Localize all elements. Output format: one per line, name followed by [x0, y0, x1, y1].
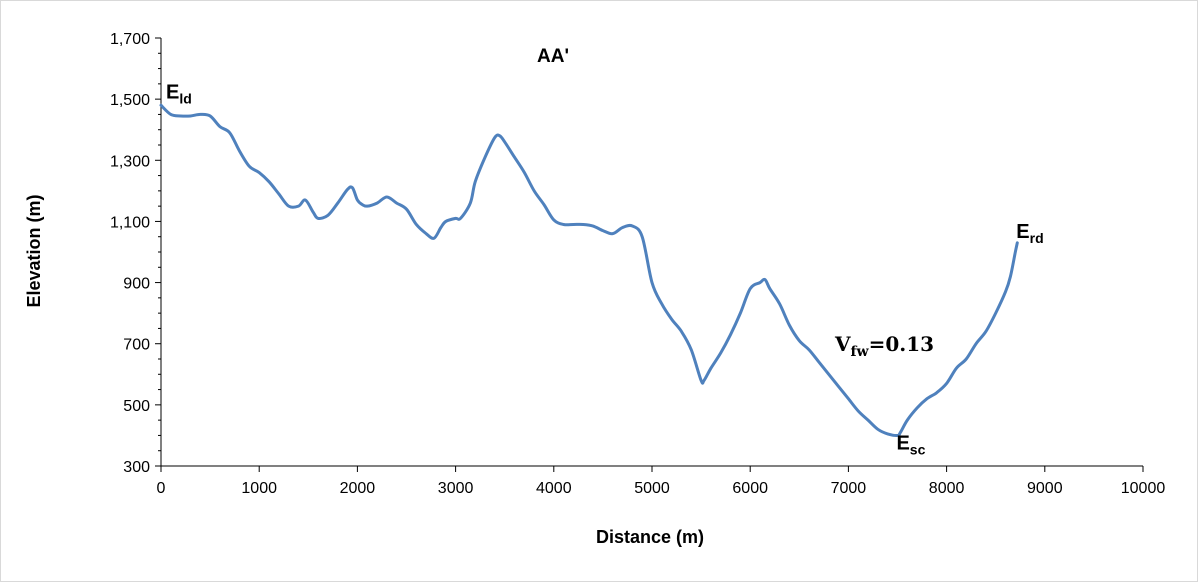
chart-title: AA' — [537, 46, 569, 67]
x-axis-title: Distance (m) — [596, 527, 704, 547]
series-group — [159, 103, 1019, 437]
left-divide-label: Eld — [166, 81, 192, 106]
annotations: Eld Erd Esc Vfw=0.13 — [166, 81, 1044, 457]
y-tick-label: 500 — [123, 398, 150, 415]
x-tick-label: 3000 — [438, 480, 474, 497]
x-tick-label: 8000 — [929, 480, 965, 497]
x-tick-label: 4000 — [536, 480, 572, 497]
y-tick-label: 1,100 — [110, 214, 150, 231]
x-tick-label: 9000 — [1027, 480, 1063, 497]
y-axis-title: Elevation (m) — [24, 194, 44, 307]
axes — [155, 37, 1144, 472]
x-tick-label: 0 — [157, 480, 166, 497]
x-tick-label: 5000 — [634, 480, 670, 497]
tick-labels: 300 500 700 900 1,100 1,300 1,500 1,700 0 1000 200… — [110, 31, 1165, 497]
valley-ratio-label: Vfw=0.13 — [834, 332, 934, 360]
y-tick-label: 700 — [123, 337, 150, 354]
x-tick-label: 10000 — [1121, 480, 1166, 497]
y-tick-label: 1,300 — [110, 153, 150, 170]
right-divide-label: Erd — [1016, 221, 1043, 246]
elevation-series-line — [159, 103, 1019, 437]
stream-channel-label: Esc — [896, 432, 925, 457]
x-tick-label: 6000 — [732, 480, 768, 497]
y-tick-label: 900 — [123, 276, 150, 293]
y-tick-label: 1,700 — [110, 31, 150, 48]
y-tick-label: 300 — [123, 459, 150, 476]
y-tick-label: 1,500 — [110, 92, 150, 109]
x-tick-label: 2000 — [340, 480, 376, 497]
x-tick-label: 7000 — [831, 480, 867, 497]
x-tick-label: 1000 — [241, 480, 277, 497]
